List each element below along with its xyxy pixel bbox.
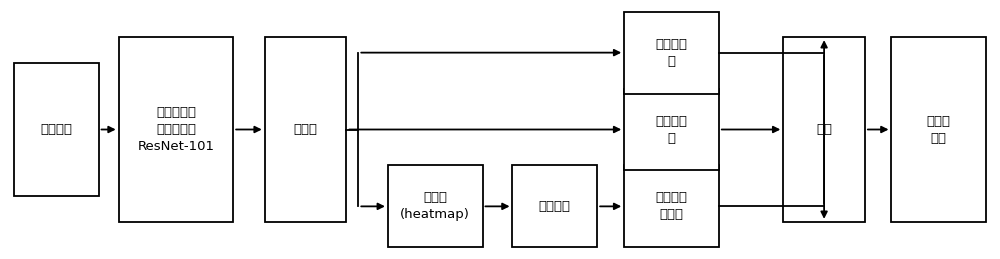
Bar [624,165,719,247]
Text: 中心点偏
置: 中心点偏 置 [656,114,688,145]
Text: 热力图
(heatmap): 热力图 (heatmap) [400,191,470,221]
Bar [624,89,719,170]
Bar [783,37,865,222]
Bar [119,37,233,222]
Text: 解码: 解码 [816,123,832,136]
Bar [265,37,346,222]
Text: 边界框
坐标: 边界框 坐标 [927,114,951,145]
Text: 最大池化: 最大池化 [539,200,571,213]
Text: 输入图片: 输入图片 [40,123,72,136]
Bar [891,37,986,222]
Bar [624,12,719,94]
Text: 边界框大
小: 边界框大 小 [656,38,688,68]
Text: 目标中心
点峰值: 目标中心 点峰值 [656,191,688,221]
Bar [14,63,99,196]
Text: 特征图: 特征图 [294,123,318,136]
Bar [388,165,483,247]
Bar [512,165,597,247]
Text: 采用深度可
分离卷积的
ResNet-101: 采用深度可 分离卷积的 ResNet-101 [137,106,214,153]
